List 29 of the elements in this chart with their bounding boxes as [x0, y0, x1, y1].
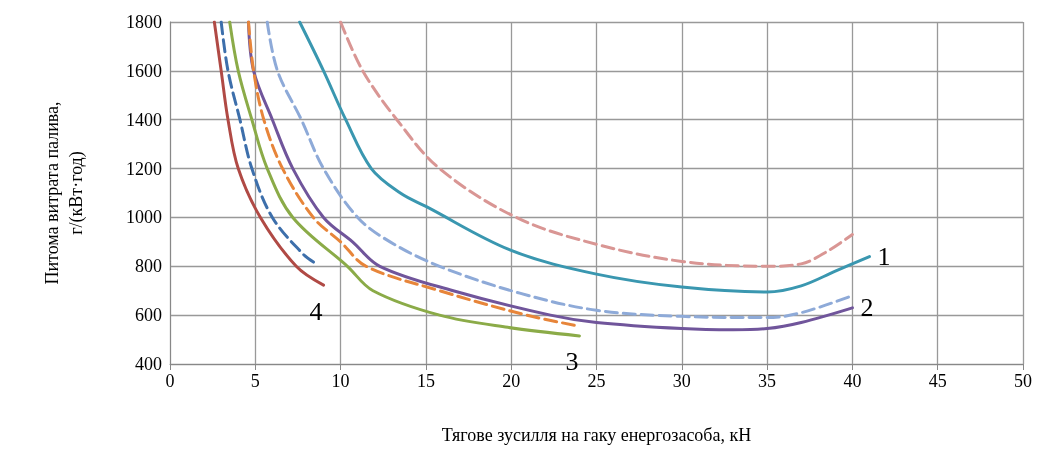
- line-series: [339, 20, 854, 268]
- series-label: 3: [565, 347, 579, 377]
- series-label: 2: [860, 293, 874, 323]
- series-label: 1: [877, 242, 891, 272]
- y-tick-label: 1400: [126, 109, 162, 130]
- y-tick-label: 600: [135, 305, 162, 326]
- y-tick-label: 400: [135, 354, 162, 374]
- x-tick-label: 50: [1014, 371, 1032, 391]
- y-tick-label: 800: [135, 256, 162, 277]
- series-label: 4: [309, 296, 323, 326]
- y-axis-title: Питома витрата палива, г/(кВт·год): [42, 101, 87, 285]
- x-tick-label: 15: [416, 371, 435, 391]
- y-tick-label: 1800: [126, 12, 162, 32]
- x-tick-label: 20: [502, 371, 521, 391]
- x-axis-title: Тягове зусилля на гаку енергозасоба, кН: [441, 425, 752, 445]
- x-tick-label: 30: [672, 371, 691, 391]
- x-tick-label: 10: [331, 371, 350, 391]
- y-tick-label: 1200: [126, 158, 162, 179]
- line-series: [212, 20, 326, 287]
- line-series: [219, 20, 317, 265]
- x-tick-label: 40: [843, 371, 862, 391]
- x-tick-label: 45: [928, 371, 947, 391]
- y-tick-label: 1600: [126, 60, 162, 81]
- y-tick-label: 1000: [126, 207, 162, 228]
- x-tick-label: 35: [758, 371, 777, 391]
- x-tick-label: 0: [165, 371, 175, 391]
- x-tick-label: 25: [587, 371, 606, 391]
- x-tick-label: 5: [250, 371, 260, 391]
- line-series: [298, 20, 871, 294]
